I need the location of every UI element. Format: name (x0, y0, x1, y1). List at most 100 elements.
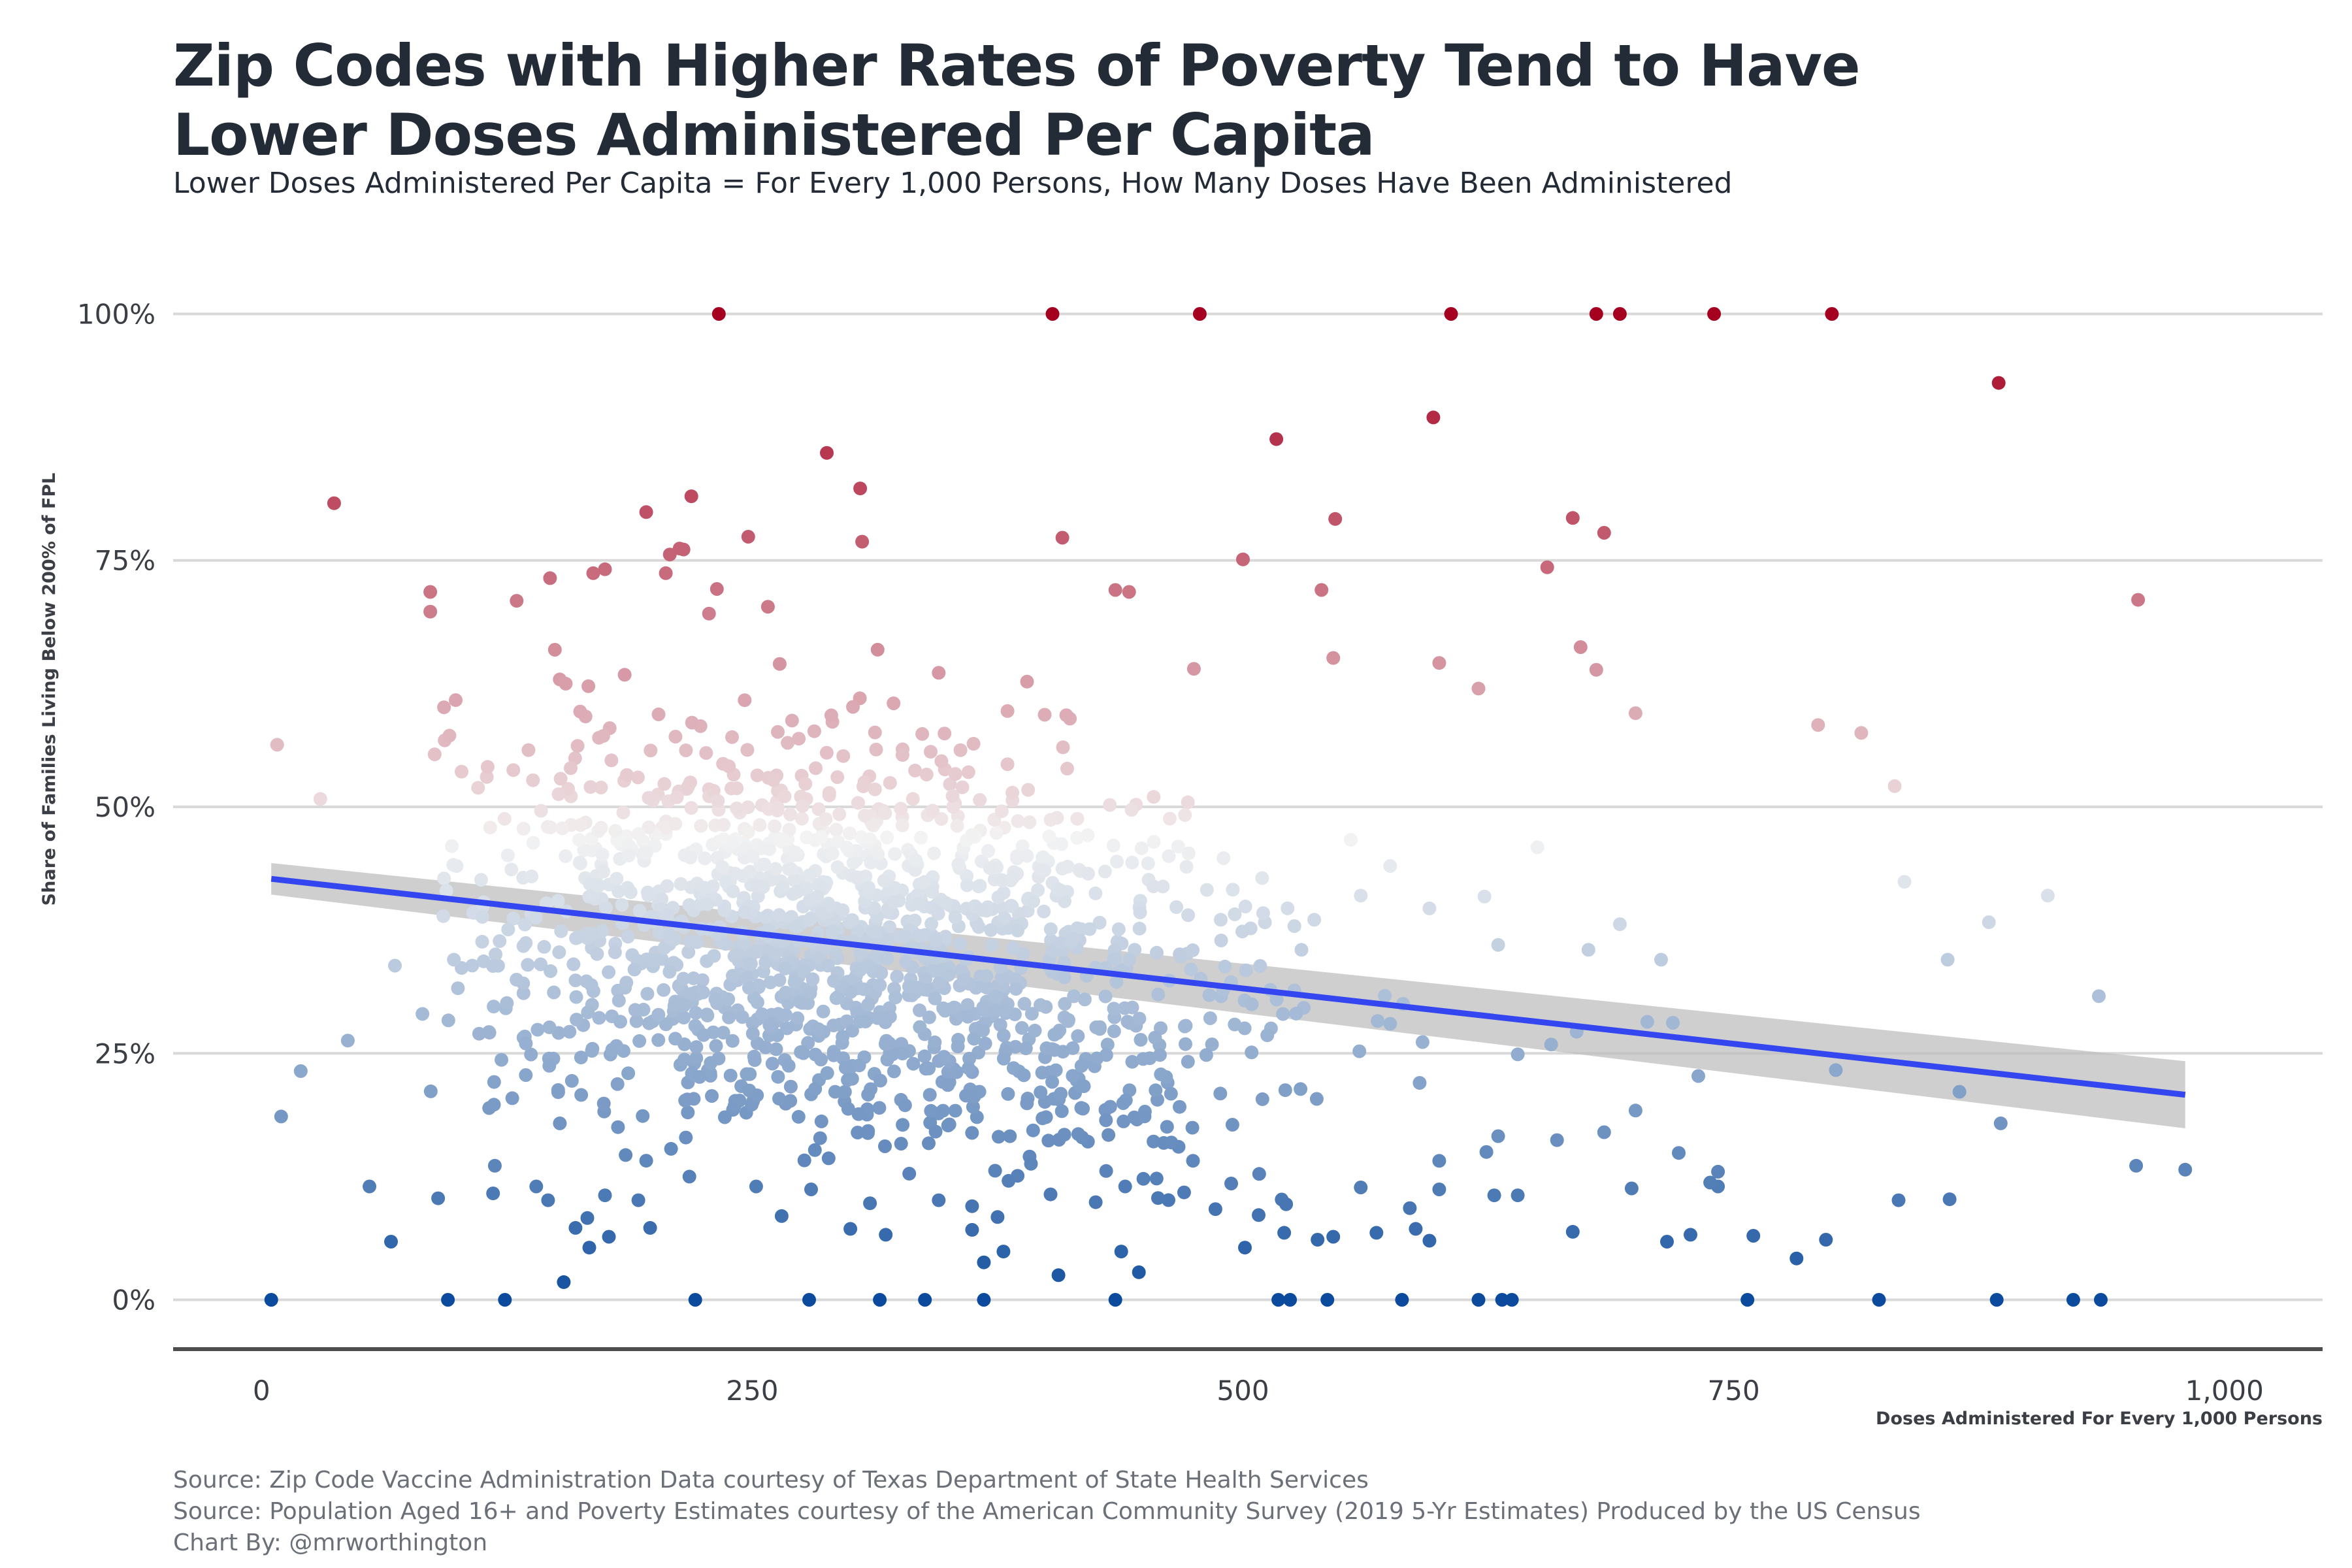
data-point (1111, 922, 1126, 936)
x-axis-ticks: 0 250 500 750 1,000 (253, 1375, 2264, 1407)
data-point (962, 1061, 975, 1075)
data-point (882, 1036, 896, 1051)
data-point (1612, 307, 1627, 321)
data-point (758, 910, 772, 924)
data-point (1017, 1068, 1031, 1083)
data-point (1134, 841, 1149, 855)
data-point (1684, 1228, 1697, 1242)
data-point (516, 986, 531, 1000)
data-point (569, 990, 583, 1004)
data-point (896, 1118, 910, 1132)
data-point (936, 1001, 951, 1015)
data-point (807, 724, 821, 738)
data-point (888, 847, 902, 861)
data-point (1238, 1241, 1252, 1255)
data-point (948, 910, 962, 924)
data-point (1544, 1037, 1558, 1052)
data-point (843, 826, 857, 841)
data-point (738, 938, 752, 952)
data-point (602, 1230, 616, 1244)
data-point (941, 1078, 955, 1092)
data-point (551, 894, 565, 908)
data-point (608, 824, 623, 838)
data-point (327, 496, 341, 510)
data-point (1151, 987, 1166, 1002)
data-point (980, 981, 994, 995)
data-point (1279, 1197, 1294, 1211)
data-point (1005, 871, 1020, 885)
data-point (1103, 798, 1117, 812)
data-point (895, 748, 909, 762)
data-point (682, 1169, 696, 1184)
data-point (1181, 1054, 1195, 1069)
data-point (568, 1220, 583, 1235)
trend-line-layer (270, 875, 2186, 1098)
data-point (474, 873, 488, 887)
data-point (794, 811, 809, 826)
data-point (1989, 1293, 2004, 1307)
data-point (264, 1293, 278, 1307)
data-point (1043, 1187, 1058, 1201)
data-point (1192, 307, 1207, 321)
data-point (1181, 908, 1196, 923)
data-point (1589, 662, 1603, 677)
data-point (1036, 1111, 1050, 1126)
data-point (1640, 1015, 1654, 1029)
data-point (1088, 886, 1103, 900)
data-point (1228, 1017, 1242, 1032)
data-point (1057, 970, 1071, 985)
data-point (723, 1068, 738, 1083)
data-point (1511, 1188, 1525, 1203)
data-point (1148, 1030, 1162, 1045)
data-point (1422, 1233, 1437, 1248)
data-point (913, 1020, 927, 1034)
data-point (874, 966, 889, 980)
data-point (902, 979, 916, 994)
data-point (621, 849, 636, 863)
data-point (605, 1043, 619, 1057)
data-point (274, 1109, 288, 1124)
data-point (604, 753, 619, 768)
data-point (996, 1028, 1011, 1043)
data-point (911, 896, 926, 911)
data-point (785, 713, 799, 728)
data-point (941, 968, 956, 982)
data-point (486, 959, 500, 973)
data-point (1173, 949, 1188, 964)
data-point (880, 951, 894, 966)
data-point (1887, 779, 1902, 793)
data-point (993, 1018, 1007, 1032)
data-point (584, 978, 598, 992)
data-point (1000, 704, 1015, 718)
data-point (487, 1098, 501, 1112)
data-point (1005, 785, 1020, 800)
data-point (1991, 376, 2006, 390)
data-point (1214, 913, 1228, 927)
data-point (820, 446, 834, 460)
data-point (1654, 953, 1668, 967)
y-tick-label: 75% (95, 545, 155, 577)
data-point (559, 849, 573, 863)
data-point (914, 830, 928, 845)
data-point (878, 806, 892, 821)
data-point (1001, 1086, 1015, 1101)
data-point (1117, 1114, 1131, 1128)
data-point (1487, 1188, 1501, 1203)
data-point (702, 606, 716, 621)
x-tick-label: 0 (253, 1375, 270, 1407)
confidence-band-layer (271, 863, 2185, 1128)
data-point (1141, 856, 1155, 870)
data-point (439, 883, 453, 898)
data-point (850, 870, 864, 885)
data-point (552, 945, 566, 959)
data-point (1872, 1293, 1886, 1307)
data-point (621, 930, 635, 944)
data-point (759, 955, 773, 970)
data-point (811, 950, 826, 964)
data-point (819, 745, 834, 760)
data-point (1108, 952, 1122, 966)
data-point (743, 1067, 757, 1081)
data-point (1415, 1035, 1429, 1049)
data-point (582, 1241, 596, 1255)
data-point (619, 1148, 633, 1162)
